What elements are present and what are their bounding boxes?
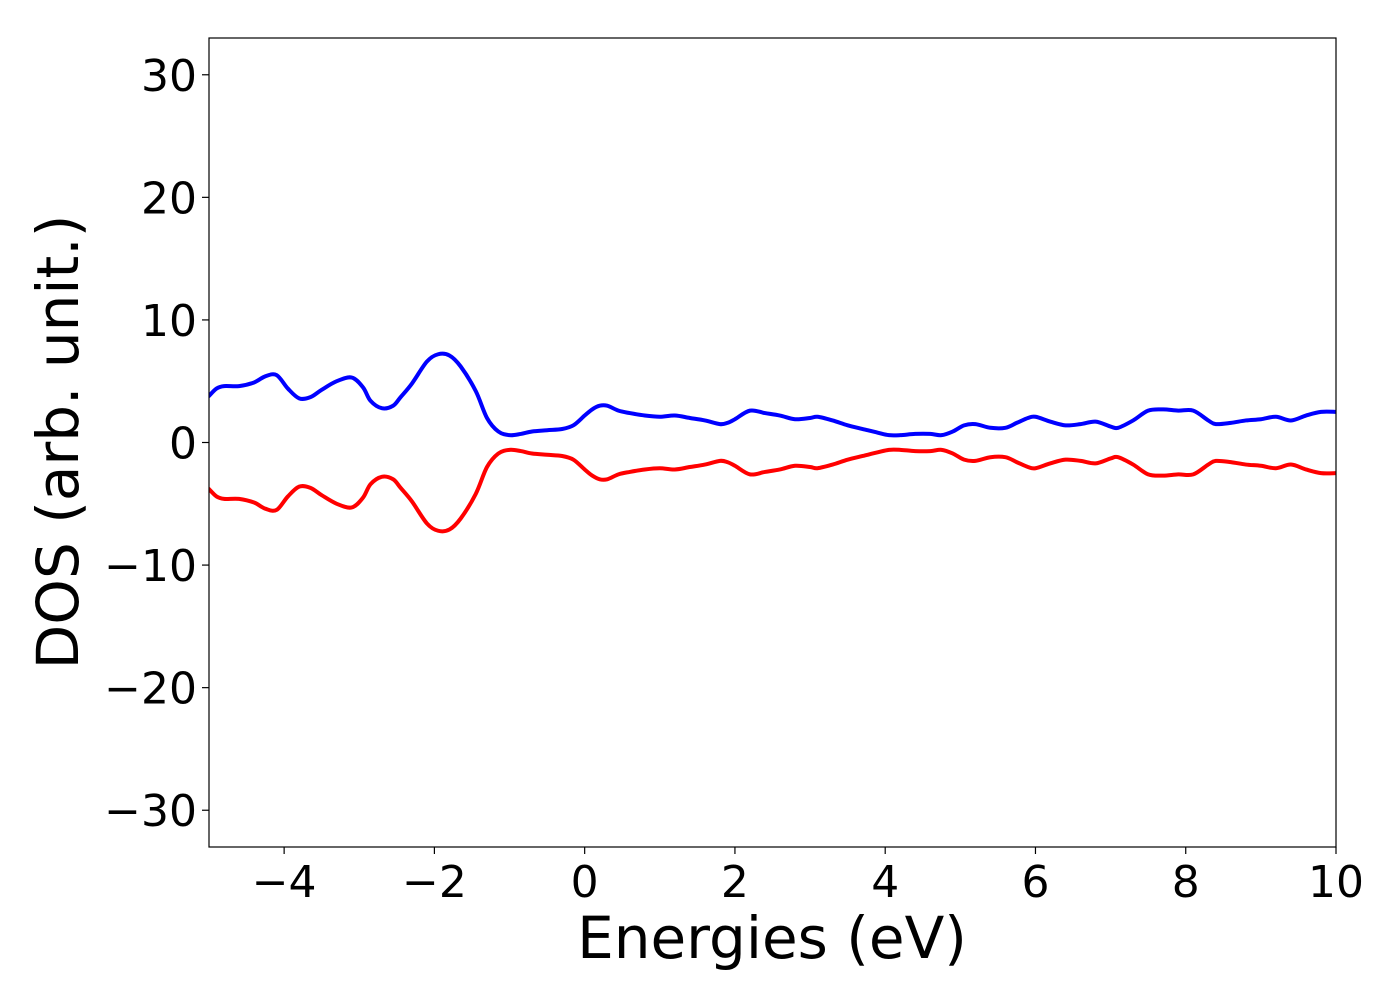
y-tick-label: −10	[104, 541, 197, 592]
x-tick-label: 0	[571, 857, 599, 908]
y-tick-label: −20	[104, 664, 197, 715]
series-layer	[209, 351, 1336, 534]
x-tick-label: 4	[871, 857, 899, 908]
x-axis: −4 −2 0 2 4 6 8 10	[252, 847, 1364, 908]
y-tick-label: 10	[141, 296, 197, 347]
x-tick-label: 2	[721, 857, 749, 908]
series-line-blue	[209, 351, 1336, 438]
y-tick-label: 20	[141, 173, 197, 224]
y-axis-label: DOS (arb. unit.)	[24, 215, 92, 670]
y-tick-label: 0	[169, 419, 197, 470]
x-tick-label: −2	[402, 857, 467, 908]
y-axis: −30 −20 −10 0 10 20 30	[104, 51, 209, 837]
y-tick-label: −30	[104, 786, 197, 837]
x-axis-label: Energies (eV)	[577, 904, 967, 972]
x-tick-label: 8	[1172, 857, 1200, 908]
x-tick-label: 10	[1308, 857, 1364, 908]
y-tick-label: 30	[141, 51, 197, 102]
x-tick-label: −4	[252, 857, 317, 908]
series-line-red	[209, 447, 1336, 534]
x-tick-label: 6	[1021, 857, 1049, 908]
